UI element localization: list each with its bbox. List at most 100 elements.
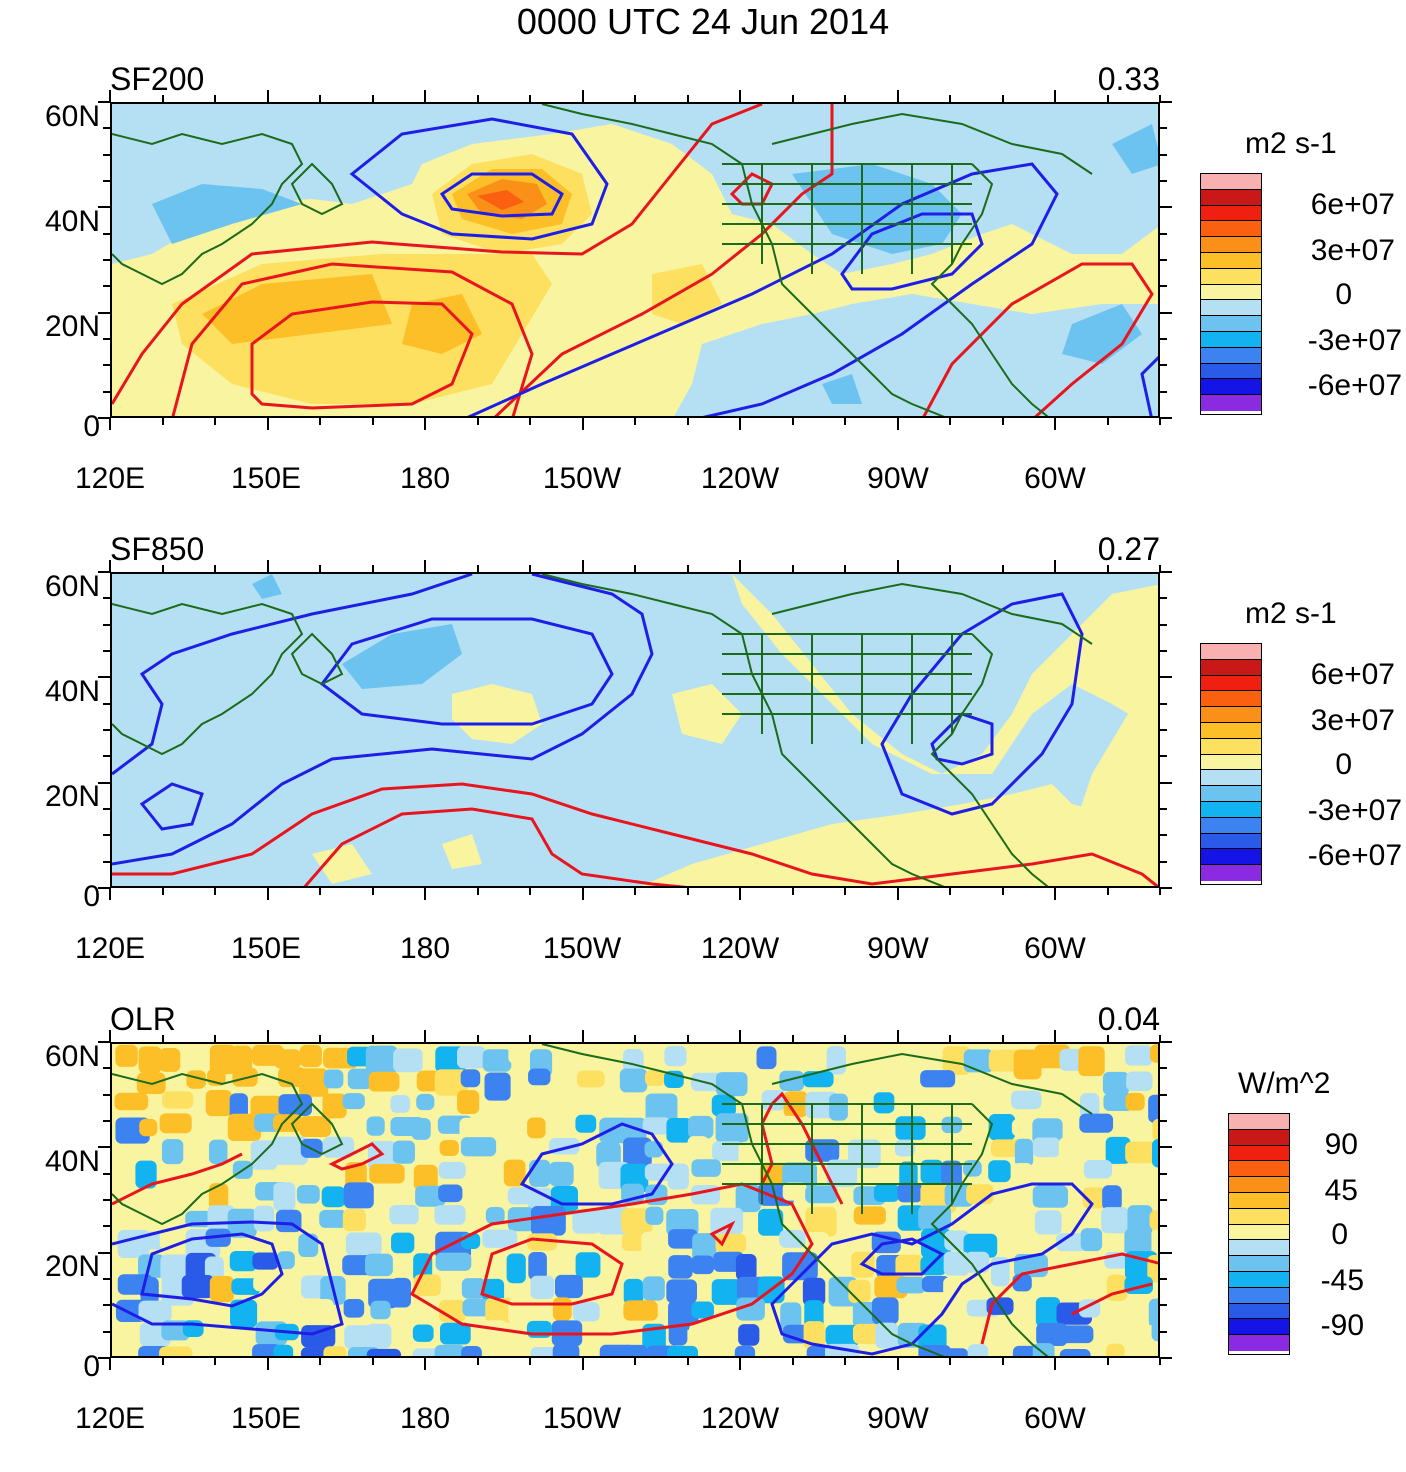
olr-cell [549, 1161, 574, 1186]
lon-tick [844, 1358, 846, 1365]
lon-tick [529, 95, 531, 102]
colorbar-swatch [1201, 849, 1261, 866]
colorbar-label: 45 [1324, 1174, 1358, 1207]
lat-tick [1160, 887, 1172, 889]
lon-tick [1159, 888, 1161, 895]
olr-cell [413, 1164, 438, 1191]
colorbar-swatch [1201, 644, 1261, 660]
lon-tick [1001, 95, 1004, 102]
lon-tick [424, 1358, 426, 1370]
colorbar-label: -45 [1320, 1264, 1364, 1297]
colorbar-swatch [1229, 1161, 1289, 1178]
olr-cell [829, 1093, 848, 1121]
lon-tick [319, 565, 321, 572]
sf200-pos-contour [729, 172, 775, 206]
olr-cell [368, 1071, 400, 1092]
colorbar-label: -3e+07 [1307, 324, 1402, 357]
olr-cell [274, 1049, 301, 1069]
olr-cell [848, 1279, 871, 1304]
lat-tick [1160, 1093, 1167, 1096]
olr-cell [852, 1323, 882, 1344]
olr-cell [1034, 1210, 1062, 1235]
olr-cell [805, 1207, 837, 1237]
lon-tick [476, 565, 479, 572]
olr-pos-contour [709, 1220, 736, 1247]
olr-cell [529, 1159, 551, 1187]
olr-cell [365, 1045, 398, 1074]
lon-label: 150W [542, 932, 622, 965]
olr-cell [715, 1072, 748, 1097]
coastline-asia [112, 1072, 304, 1226]
lon-tick [949, 888, 951, 895]
sf200-pos-contour [112, 104, 763, 405]
olr-cell [756, 1046, 777, 1070]
olr-cell [691, 1255, 715, 1275]
olr-cell [734, 1345, 756, 1356]
colorbar-swatch [1201, 205, 1261, 222]
olr-cell [391, 1232, 415, 1254]
coastline-alaska [541, 104, 945, 416]
lon-tick [844, 418, 846, 425]
olr-cell [1124, 1325, 1158, 1350]
lon-tick [266, 1030, 269, 1042]
olr-cell [527, 1117, 546, 1139]
olr-cell [457, 1090, 480, 1115]
lon-tick [791, 1035, 794, 1042]
olr-cell [1151, 1139, 1158, 1168]
colorbar-swatch [1229, 1177, 1289, 1193]
map-sf850 [110, 572, 1160, 888]
olr-pos-contour [480, 1237, 624, 1306]
lon-tick [634, 565, 636, 572]
lat-tick [1160, 571, 1172, 573]
lat-tick [98, 417, 110, 419]
olr-cell [416, 1093, 435, 1111]
lon-tick [424, 560, 426, 572]
lat-tick [103, 860, 110, 863]
lat-tick [1160, 808, 1167, 810]
lon-tick [1054, 888, 1056, 900]
olr-noise-cells [112, 1044, 1158, 1356]
olr-cell [411, 1301, 447, 1320]
olr-cell [826, 1159, 858, 1188]
lon-tick [896, 560, 899, 572]
olr-cell [897, 1205, 925, 1231]
olr-cell [138, 1046, 162, 1074]
olr-cell [391, 1277, 411, 1308]
olr-cell [1014, 1138, 1034, 1167]
olr-cell [1106, 1343, 1125, 1356]
lat-tick [98, 1146, 110, 1149]
sf200-neg-region [674, 294, 1158, 416]
sf850-pos-contour [303, 807, 688, 886]
lon-tick [371, 1035, 374, 1042]
olr-cell [667, 1345, 699, 1356]
lat-tick [98, 571, 110, 573]
lon-tick [1159, 95, 1161, 102]
lat-tick [1160, 180, 1167, 182]
lon-tick [1159, 1035, 1161, 1042]
colorbar-swatch [1201, 833, 1261, 850]
lat-tick [98, 206, 110, 209]
lon-label: 150E [230, 1402, 302, 1435]
sf850-neg-contour [319, 617, 614, 726]
olr-cell [345, 1232, 382, 1256]
panel-label: OLR [110, 1001, 176, 1037]
lat-tick [98, 1251, 110, 1254]
olr-cell [782, 1162, 818, 1189]
colorbar-swatch [1229, 1335, 1289, 1351]
lon-tick [529, 565, 531, 572]
olr-cell [278, 1094, 313, 1116]
lon-tick [1001, 418, 1004, 425]
olr-neg-contour [519, 1122, 674, 1206]
sf850-pos-region [672, 684, 742, 744]
lon-tick [1001, 565, 1004, 572]
lat-tick [1160, 1067, 1167, 1070]
olr-pos-contour [760, 1091, 844, 1205]
colorbar-swatch [1229, 1303, 1289, 1320]
sf200-neg-contour [467, 162, 1059, 416]
lon-tick [266, 418, 269, 430]
olr-cell [710, 1207, 744, 1235]
lat-tick [1160, 1146, 1172, 1149]
olr-cell [1059, 1348, 1091, 1356]
lon-tick [319, 888, 321, 895]
sf200-neg-contour [1140, 355, 1158, 416]
